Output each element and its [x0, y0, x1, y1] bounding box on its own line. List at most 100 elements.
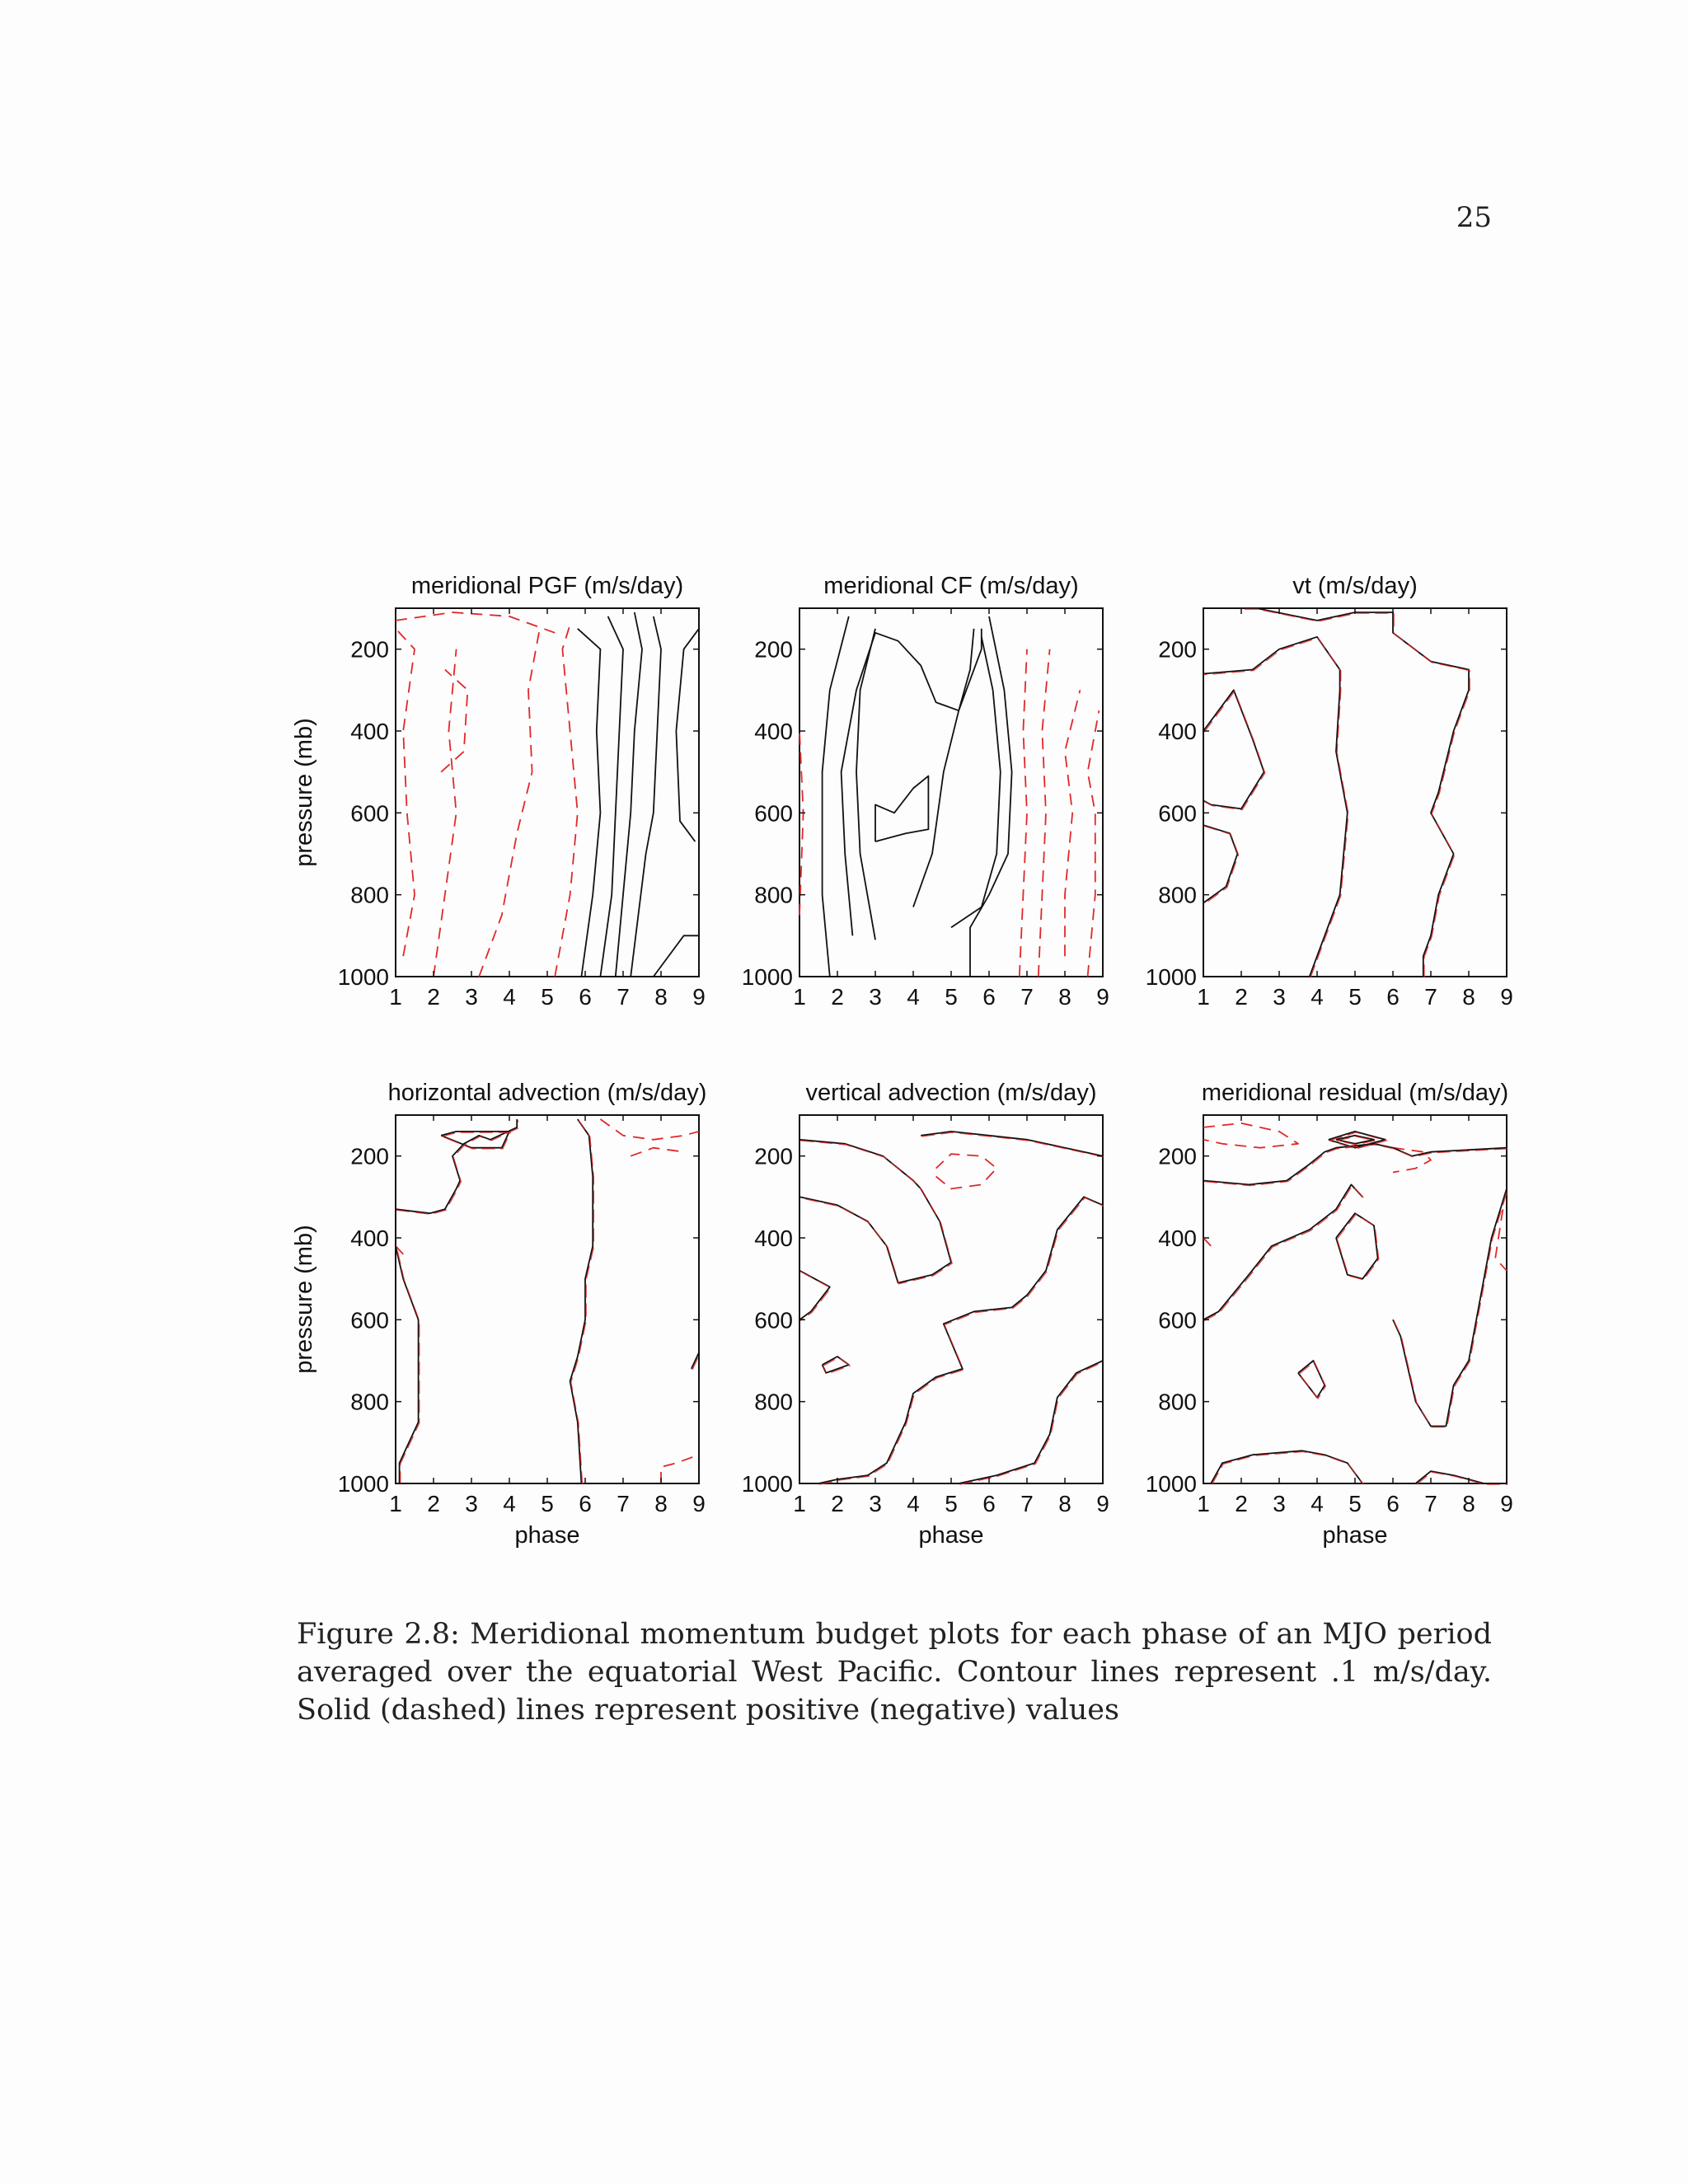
- positive-contour: [614, 612, 643, 977]
- x-tick-label: 3: [869, 984, 882, 1010]
- positive-contour: [818, 1196, 1104, 1484]
- x-tick-label: 2: [1235, 984, 1248, 1010]
- x-tick-label: 6: [579, 984, 592, 1010]
- panel-title: meridional PGF (m/s/day): [411, 573, 683, 599]
- x-tick-label: 5: [945, 1491, 958, 1516]
- y-tick-label: 800: [1158, 1390, 1197, 1415]
- x-tick-label: 9: [1096, 984, 1109, 1010]
- positive-contour: [840, 628, 975, 936]
- x-tick-label: 8: [1462, 1491, 1475, 1516]
- x-tick-label: 3: [465, 1491, 478, 1516]
- y-tick-label: 800: [754, 1390, 793, 1415]
- positive-contour: [675, 628, 700, 842]
- positive-contour: [1210, 1450, 1363, 1484]
- x-tick-label: 1: [793, 1491, 806, 1516]
- y-tick-label: 800: [350, 883, 389, 908]
- x-tick-label: 9: [1500, 1491, 1513, 1516]
- x-tick-label: 9: [1096, 1491, 1109, 1516]
- plot-frame: [1203, 607, 1507, 977]
- x-tick-label: 9: [1500, 984, 1513, 1010]
- zero-contour: [800, 1140, 953, 1285]
- panel-title: vertical advection (m/s/day): [806, 1080, 1097, 1106]
- y-tick-label: 800: [350, 1390, 389, 1415]
- panel-vt: vt (m/s/day) 1 2 3 4 5 6 7 8 9 200 400 600 800 1000: [1096, 560, 1513, 1022]
- y-tick-label: 1000: [338, 1471, 389, 1497]
- zero-contour: [1337, 1136, 1376, 1146]
- y-tick-label: 800: [754, 883, 793, 908]
- plot-frame: [395, 1114, 700, 1484]
- x-tick-label: 1: [1197, 984, 1210, 1010]
- x-tick-label: 8: [654, 984, 668, 1010]
- y-tick-label: 600: [1158, 800, 1197, 826]
- y-tick-label: 600: [350, 1307, 389, 1333]
- y-tick-label: 1000: [1146, 964, 1197, 990]
- zero-contour: [1329, 1132, 1389, 1150]
- x-tick-label: 6: [982, 1491, 996, 1516]
- y-tick-label: 400: [350, 1226, 389, 1251]
- positive-contour: [1203, 824, 1239, 904]
- zero-contour: [799, 1271, 832, 1321]
- x-tick-label: 5: [945, 984, 958, 1010]
- positive-contour: [1203, 1142, 1507, 1186]
- positive-contour: [577, 628, 602, 977]
- zero-contour: [1203, 825, 1240, 905]
- positive-contour: [599, 616, 624, 977]
- y-tick-label: 400: [754, 1226, 793, 1251]
- zero-contour: [823, 1357, 851, 1375]
- x-tick-label: 9: [692, 1491, 706, 1516]
- zero-contour: [396, 1246, 420, 1485]
- positive-contour: [950, 636, 1001, 929]
- y-tick-label: 600: [754, 800, 793, 826]
- x-tick-label: 3: [1273, 984, 1286, 1010]
- panel-meridional-cf: meridional CF (m/s/day) 1 2 3 4 5 6 7 8 9 200 400 60…: [692, 560, 1109, 1022]
- y-tick-label: 1000: [1146, 1471, 1197, 1497]
- y-axis-label: pressure (mb): [291, 718, 317, 867]
- y-tick-label: 200: [754, 1144, 793, 1169]
- x-tick-label: 4: [1311, 1491, 1324, 1516]
- y-tick-label: 400: [350, 719, 389, 744]
- x-axis-label: phase: [514, 1522, 579, 1549]
- x-tick-label: 7: [617, 1491, 630, 1516]
- y-tick-label: 1000: [338, 964, 389, 990]
- x-tick-label: 5: [541, 1491, 554, 1516]
- contour-plot: meridional CF (m/s/day) 1 2 3 4 5 6 7 8 9 200 400 60…: [742, 573, 1109, 1010]
- x-tick-label: 5: [1348, 1491, 1362, 1516]
- positive-contour: [1392, 1188, 1507, 1427]
- x-tick-label: 8: [1058, 984, 1071, 1010]
- negative-contour: [599, 1118, 700, 1141]
- zero-contour: [1298, 1361, 1327, 1399]
- x-axis-label: phase: [1322, 1522, 1387, 1549]
- positive-contour: [969, 616, 1013, 977]
- positive-contour: [630, 616, 662, 977]
- panel-vertical-advection: vertical advection (m/s/day) 1 2 3 4 5 6 7 8 9 200…: [692, 1067, 1109, 1549]
- x-tick-label: 7: [1020, 1491, 1034, 1516]
- y-tick-label: 600: [1158, 1307, 1197, 1333]
- negative-contour: [1392, 1146, 1432, 1174]
- negative-contour: [440, 668, 469, 773]
- panel-meridional-pgf: meridional PGF (m/s/day) 1 2 3 4 5 6 7 8 9 200 400 6…: [288, 560, 706, 1022]
- zero-contour: [1416, 1471, 1508, 1485]
- figure-caption: Figure 2.8: Meridional momentum budget p…: [297, 1618, 1492, 1727]
- zero-contour: [692, 1353, 701, 1371]
- x-axis-label: phase: [918, 1522, 983, 1549]
- negative-contour: [1064, 690, 1081, 957]
- y-tick-label: 1000: [742, 1471, 793, 1497]
- y-tick-label: 200: [1158, 1144, 1197, 1169]
- y-tick-label: 200: [350, 1144, 389, 1169]
- panel-title: vt (m/s/day): [1292, 573, 1417, 599]
- negative-contour: [1037, 649, 1051, 977]
- zero-contour: [1203, 1184, 1364, 1322]
- zero-contour: [819, 1197, 1104, 1485]
- panel-title: meridional residual (m/s/day): [1202, 1080, 1508, 1106]
- panel-title: meridional CF (m/s/day): [823, 573, 1078, 599]
- x-tick-label: 2: [831, 1491, 844, 1516]
- x-tick-label: 8: [654, 1491, 668, 1516]
- positive-contour: [395, 1119, 518, 1215]
- negative-contour: [395, 1245, 404, 1255]
- zero-contour: [1204, 637, 1349, 978]
- negative-contour: [395, 612, 556, 634]
- x-tick-label: 9: [692, 984, 706, 1010]
- positive-contour: [921, 1131, 1104, 1157]
- negative-contour: [1018, 649, 1028, 977]
